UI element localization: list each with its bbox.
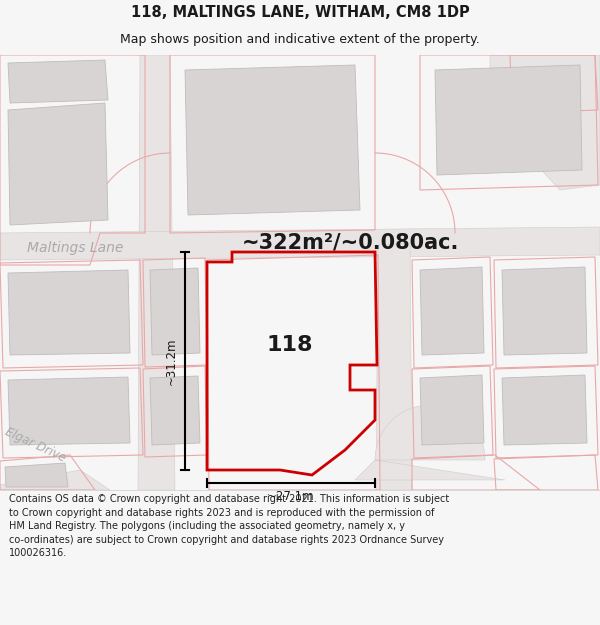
Polygon shape [435, 65, 582, 175]
Text: ~322m²/~0.080ac.: ~322m²/~0.080ac. [241, 233, 458, 253]
Polygon shape [150, 268, 200, 355]
Text: ~31.2m: ~31.2m [164, 338, 178, 385]
Polygon shape [376, 243, 412, 490]
Polygon shape [138, 55, 175, 490]
Polygon shape [420, 375, 484, 445]
Polygon shape [502, 375, 587, 445]
Polygon shape [185, 65, 360, 215]
Polygon shape [150, 376, 200, 445]
Text: 118, MALTINGS LANE, WITHAM, CM8 1DP: 118, MALTINGS LANE, WITHAM, CM8 1DP [131, 4, 469, 19]
Polygon shape [502, 267, 587, 355]
Polygon shape [8, 270, 130, 355]
Polygon shape [0, 227, 600, 260]
Text: Contains OS data © Crown copyright and database right 2021. This information is : Contains OS data © Crown copyright and d… [9, 494, 449, 559]
Text: Elgar Drive: Elgar Drive [2, 425, 67, 465]
Polygon shape [8, 60, 108, 103]
Polygon shape [420, 267, 484, 355]
Polygon shape [355, 405, 505, 480]
Text: ~27.1m: ~27.1m [267, 489, 315, 502]
Polygon shape [8, 103, 108, 225]
Polygon shape [8, 377, 130, 445]
Polygon shape [490, 55, 600, 190]
Polygon shape [5, 463, 68, 487]
Text: 118: 118 [267, 335, 313, 355]
Text: Map shows position and indicative extent of the property.: Map shows position and indicative extent… [120, 33, 480, 46]
Text: Maltings Lane: Maltings Lane [27, 241, 123, 255]
Polygon shape [0, 470, 110, 490]
